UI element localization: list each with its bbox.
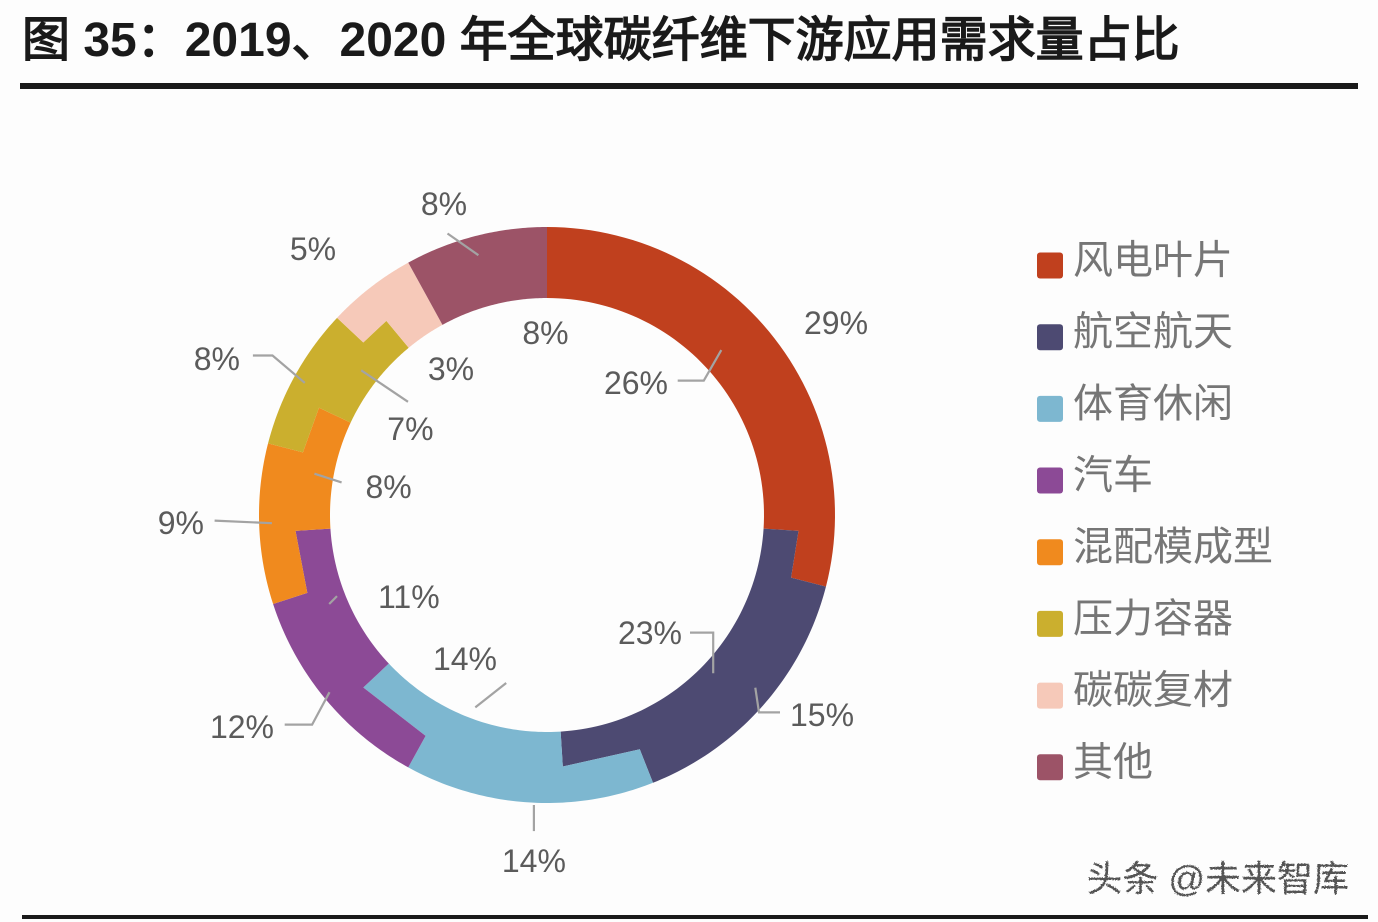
svg-text:15%: 15% — [790, 697, 854, 733]
svg-text:12%: 12% — [210, 709, 274, 745]
svg-text:8%: 8% — [366, 469, 412, 505]
svg-text:7%: 7% — [387, 411, 433, 447]
svg-text:9%: 9% — [158, 505, 204, 541]
svg-text:体育休闲: 体育休闲 — [1073, 382, 1233, 426]
svg-text:14%: 14% — [502, 843, 566, 879]
svg-text:23%: 23% — [618, 615, 682, 651]
svg-text:压力容器: 压力容器 — [1073, 597, 1233, 641]
svg-text:14%: 14% — [433, 641, 497, 677]
svg-text:汽车: 汽车 — [1073, 454, 1153, 498]
svg-text:混配模成型: 混配模成型 — [1073, 525, 1273, 569]
svg-text:其他: 其他 — [1073, 740, 1153, 784]
svg-text:5%: 5% — [290, 231, 336, 267]
svg-text:8%: 8% — [194, 341, 240, 377]
svg-text:图 35：2019、2020 年全球碳纤维下游应用需求量占比: 图 35：2019、2020 年全球碳纤维下游应用需求量占比 — [22, 13, 1180, 67]
svg-text:29%: 29% — [804, 305, 868, 341]
svg-text:3%: 3% — [428, 351, 474, 387]
svg-text:头条 @未来智库: 头条 @未来智库 — [1086, 858, 1349, 899]
svg-text:碳碳复材: 碳碳复材 — [1073, 669, 1233, 713]
svg-text:风电叶片: 风电叶片 — [1073, 239, 1233, 283]
svg-text:26%: 26% — [604, 365, 668, 401]
svg-text:11%: 11% — [378, 579, 440, 615]
svg-text:8%: 8% — [421, 186, 467, 222]
svg-text:航空航天: 航空航天 — [1073, 310, 1233, 354]
svg-text:8%: 8% — [522, 315, 568, 351]
